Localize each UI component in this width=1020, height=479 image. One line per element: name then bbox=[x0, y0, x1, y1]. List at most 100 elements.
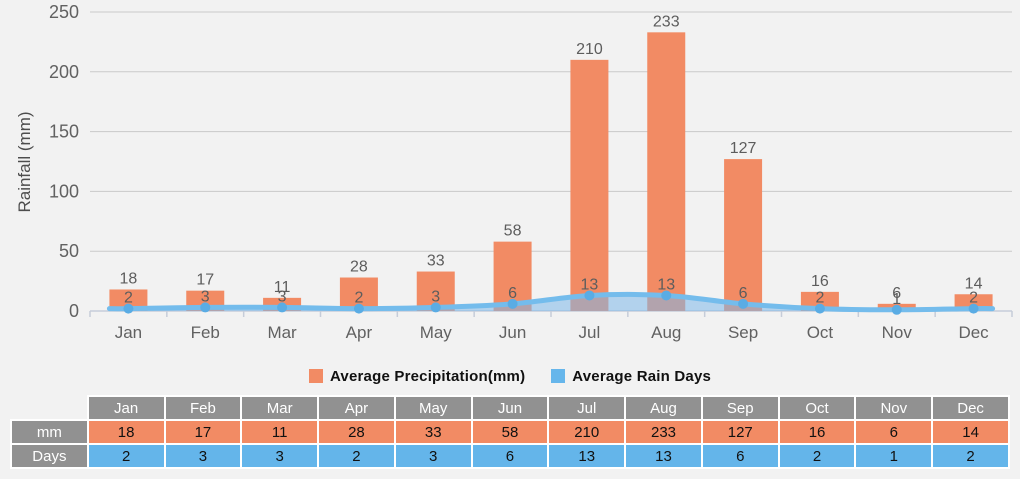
x-axis-label-apr: Apr bbox=[346, 323, 373, 342]
rain-days-value-label: 6 bbox=[508, 285, 517, 302]
x-axis-label-oct: Oct bbox=[807, 323, 834, 342]
rain-days-line bbox=[106, 291, 996, 313]
x-axis-label-may: May bbox=[420, 323, 453, 342]
table-cell-days-nov: 1 bbox=[854, 443, 934, 469]
table-row-days: Days 2 3 3 2 3 6 13 13 6 2 1 2 bbox=[10, 443, 1010, 469]
marker-jun bbox=[507, 298, 518, 309]
table-cell-days-dec: 2 bbox=[931, 443, 1010, 469]
table-cell-days-jul: 13 bbox=[547, 443, 627, 469]
precipitation-value-label: 6 bbox=[892, 285, 901, 302]
rain-days-value-label: 2 bbox=[354, 290, 363, 307]
marker-jan bbox=[123, 303, 134, 314]
x-axis-label-jul: Jul bbox=[579, 323, 601, 342]
table-cell-days-oct: 2 bbox=[777, 443, 857, 469]
rain-days-value-label: 6 bbox=[739, 285, 748, 302]
rain-days-value-label: 3 bbox=[431, 288, 440, 305]
x-axis-label-jan: Jan bbox=[115, 323, 142, 342]
table-header-nov: Nov bbox=[854, 395, 934, 421]
x-axis-label-dec: Dec bbox=[958, 323, 989, 342]
table-cell-days-mar: 3 bbox=[240, 443, 320, 469]
table-cell-mm-feb: 17 bbox=[163, 419, 243, 445]
y-axis-tick-label: 250 bbox=[49, 2, 79, 22]
marker-mar bbox=[277, 302, 288, 313]
marker-aug bbox=[661, 290, 672, 301]
marker-oct bbox=[814, 303, 825, 314]
precipitation-value-label: 210 bbox=[576, 41, 603, 58]
table-row-mm: mm 18 17 11 28 33 58 210 233 127 16 6 14 bbox=[10, 419, 1010, 445]
bar-jul bbox=[570, 59, 609, 312]
table-header-may: May bbox=[393, 395, 473, 421]
rain-days-value-label: 2 bbox=[969, 290, 978, 307]
table-header-row: Jan Feb Mar Apr May Jun Jul Aug Sep Oct Nov Dec bbox=[11, 395, 1010, 421]
table-header-sep: Sep bbox=[700, 395, 780, 421]
precipitation-value-label: 18 bbox=[120, 270, 138, 287]
x-axis-label-feb: Feb bbox=[191, 323, 220, 342]
table-corner-cell bbox=[11, 396, 88, 420]
y-axis-tick-label: 150 bbox=[49, 122, 79, 142]
rain-days-value-label: 13 bbox=[657, 276, 675, 293]
precipitation-value-label: 58 bbox=[504, 223, 522, 240]
table-header-mar: Mar bbox=[240, 395, 320, 421]
marker-may bbox=[430, 302, 441, 313]
row-label-mm: mm bbox=[10, 419, 89, 445]
table-cell-mm-nov: 6 bbox=[854, 419, 934, 445]
table-header-jun: Jun bbox=[470, 395, 550, 421]
monthly-weather-table: Jan Feb Mar Apr May Jun Jul Aug Sep Oct Nov Dec mm 18… bbox=[10, 395, 1010, 469]
marker-sep bbox=[738, 298, 749, 309]
marker-feb bbox=[200, 302, 211, 313]
rain-days-value-label: 2 bbox=[815, 290, 824, 307]
table-cell-mm-jul: 210 bbox=[547, 419, 627, 445]
precipitation-value-label: 127 bbox=[730, 140, 757, 157]
table-cell-days-sep: 6 bbox=[700, 443, 780, 469]
y-axis-tick-label: 0 bbox=[69, 301, 79, 321]
rain-days-value-label: 2 bbox=[124, 290, 133, 307]
y-axis-tick-label: 200 bbox=[49, 62, 79, 82]
table-cell-days-feb: 3 bbox=[163, 443, 243, 469]
table-header-oct: Oct bbox=[777, 395, 857, 421]
legend-item-raindays: Average Rain Days bbox=[551, 368, 711, 385]
rain-days-value-label: 1 bbox=[892, 291, 901, 308]
precipitation-swatch-icon bbox=[308, 369, 323, 383]
bar-sep bbox=[724, 159, 763, 311]
table-cell-mm-mar: 11 bbox=[240, 419, 320, 445]
table-header-aug: Aug bbox=[624, 395, 703, 421]
x-axis-label-nov: Nov bbox=[882, 323, 913, 342]
y-axis-title: Rainfall (mm) bbox=[15, 111, 34, 212]
y-axis-tick-label: 50 bbox=[59, 241, 79, 261]
marker-nov bbox=[891, 304, 902, 315]
rain-days-value-label: 13 bbox=[581, 276, 599, 293]
table-header-jan: Jan bbox=[86, 395, 166, 421]
y-axis-tick-label: 100 bbox=[49, 181, 79, 201]
table-header-apr: Apr bbox=[317, 395, 396, 421]
table-cell-days-jan: 2 bbox=[86, 443, 166, 469]
table-cell-mm-jun: 58 bbox=[470, 419, 550, 445]
table-cell-mm-dec: 14 bbox=[931, 419, 1010, 445]
rain-days-value-label: 3 bbox=[201, 288, 210, 305]
legend-label-precipitation: Average Precipitation(mm) bbox=[329, 367, 526, 385]
marker-dec bbox=[968, 303, 979, 314]
x-axis-label-sep: Sep bbox=[728, 323, 758, 342]
table-cell-days-apr: 2 bbox=[317, 443, 396, 469]
row-label-days: Days bbox=[10, 443, 89, 469]
rain-days-value-label: 3 bbox=[278, 288, 287, 305]
bar-jan bbox=[109, 289, 148, 311]
table-cell-mm-aug: 233 bbox=[624, 419, 703, 445]
table-cell-days-jun: 6 bbox=[470, 443, 550, 469]
precipitation-value-label: 28 bbox=[350, 259, 368, 276]
table-header-feb: Feb bbox=[163, 395, 243, 421]
table-cell-days-may: 3 bbox=[393, 443, 473, 469]
table-cell-mm-may: 33 bbox=[393, 419, 473, 445]
table-cell-mm-sep: 127 bbox=[700, 419, 780, 445]
x-axis-label-jun: Jun bbox=[499, 323, 526, 342]
precipitation-value-label: 233 bbox=[653, 13, 680, 30]
marker-apr bbox=[353, 303, 364, 314]
table-cell-mm-jan: 18 bbox=[86, 419, 166, 445]
marker-jul bbox=[584, 290, 595, 301]
table-cell-days-aug: 13 bbox=[624, 443, 703, 469]
chart-legend: Average Precipitation(mm) Average Rain D… bbox=[0, 367, 1020, 385]
legend-item-precipitation: Average Precipitation(mm) bbox=[308, 367, 526, 385]
precipitation-value-label: 33 bbox=[427, 253, 445, 270]
table-header-dec: Dec bbox=[931, 395, 1010, 421]
